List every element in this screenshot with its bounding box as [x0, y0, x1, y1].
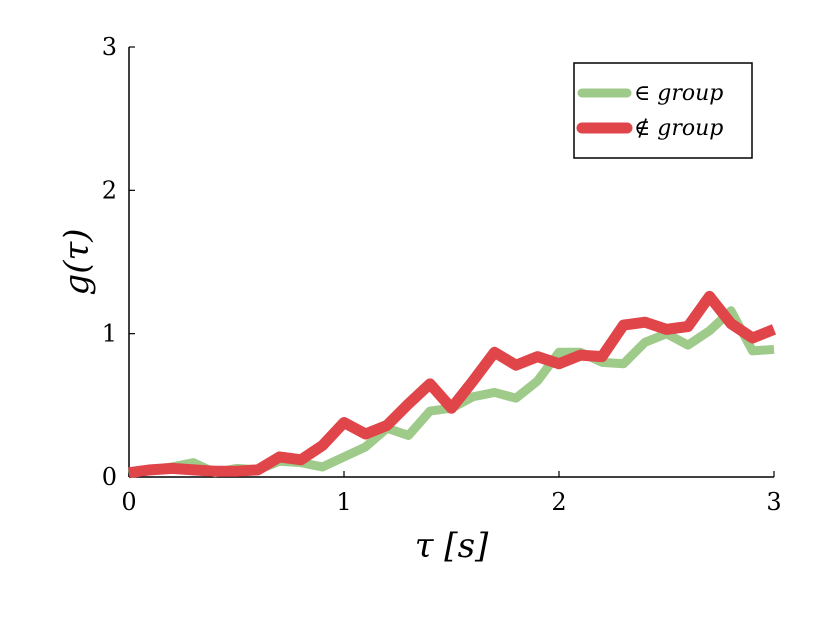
legend-label: ∉ group — [634, 116, 723, 141]
y-tick-label: 2 — [102, 176, 117, 204]
x-tick-label: 0 — [121, 488, 136, 516]
x-tick-label: 2 — [551, 488, 566, 516]
y-tick-label: 0 — [102, 463, 117, 491]
legend-label: ∈ group — [634, 81, 723, 106]
series-line-not-in-group — [128, 290, 777, 479]
series-layer — [128, 290, 777, 479]
legend: ∈ group ∉ group — [573, 62, 753, 159]
x-tick-label: 3 — [766, 488, 781, 516]
legend-box — [573, 62, 753, 159]
y-tick-label: 1 — [102, 320, 117, 348]
x-tick-label: 1 — [336, 488, 351, 516]
y-axis-label: g(τ) — [57, 228, 97, 295]
tick-labels: 0 1 2 3 0 1 2 3 τ [s] g(τ) — [57, 33, 782, 566]
y-tick-label: 3 — [102, 33, 117, 61]
axes — [128, 46, 775, 478]
x-axis-label: τ [s] — [415, 526, 489, 566]
series-line-in-group — [128, 306, 775, 479]
